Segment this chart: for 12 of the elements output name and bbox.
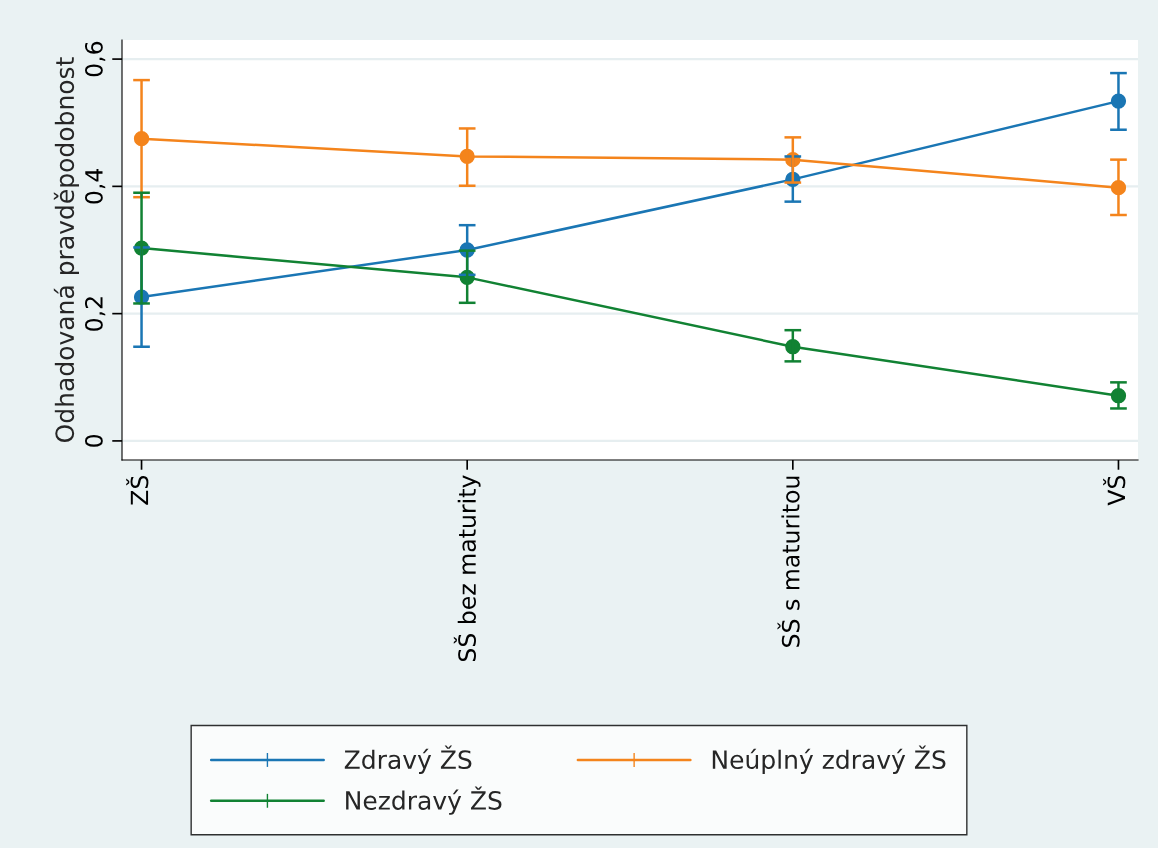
x-tick-label: SŠ s maturitou [777,476,800,647]
y-tick-label: 0,6 [84,41,106,77]
legend-label: Zdravý ŽS [344,745,472,774]
y-tick-label: 0,2 [84,297,106,331]
legend-label: Nezdravý ŽS [346,786,502,815]
y-tick-label: 0,4 [84,168,106,204]
y-tick-label: 0 [84,434,103,447]
x-tick-label: VŠ [1103,475,1126,506]
x-tick-label: SŠ bez maturity [453,475,481,662]
legend-label: Neúplný zdravý ŽS [712,745,946,774]
x-tick-label: ZŠ [126,475,149,505]
y-axis-title: Odhadovaná pravděpodobnost [53,57,80,442]
